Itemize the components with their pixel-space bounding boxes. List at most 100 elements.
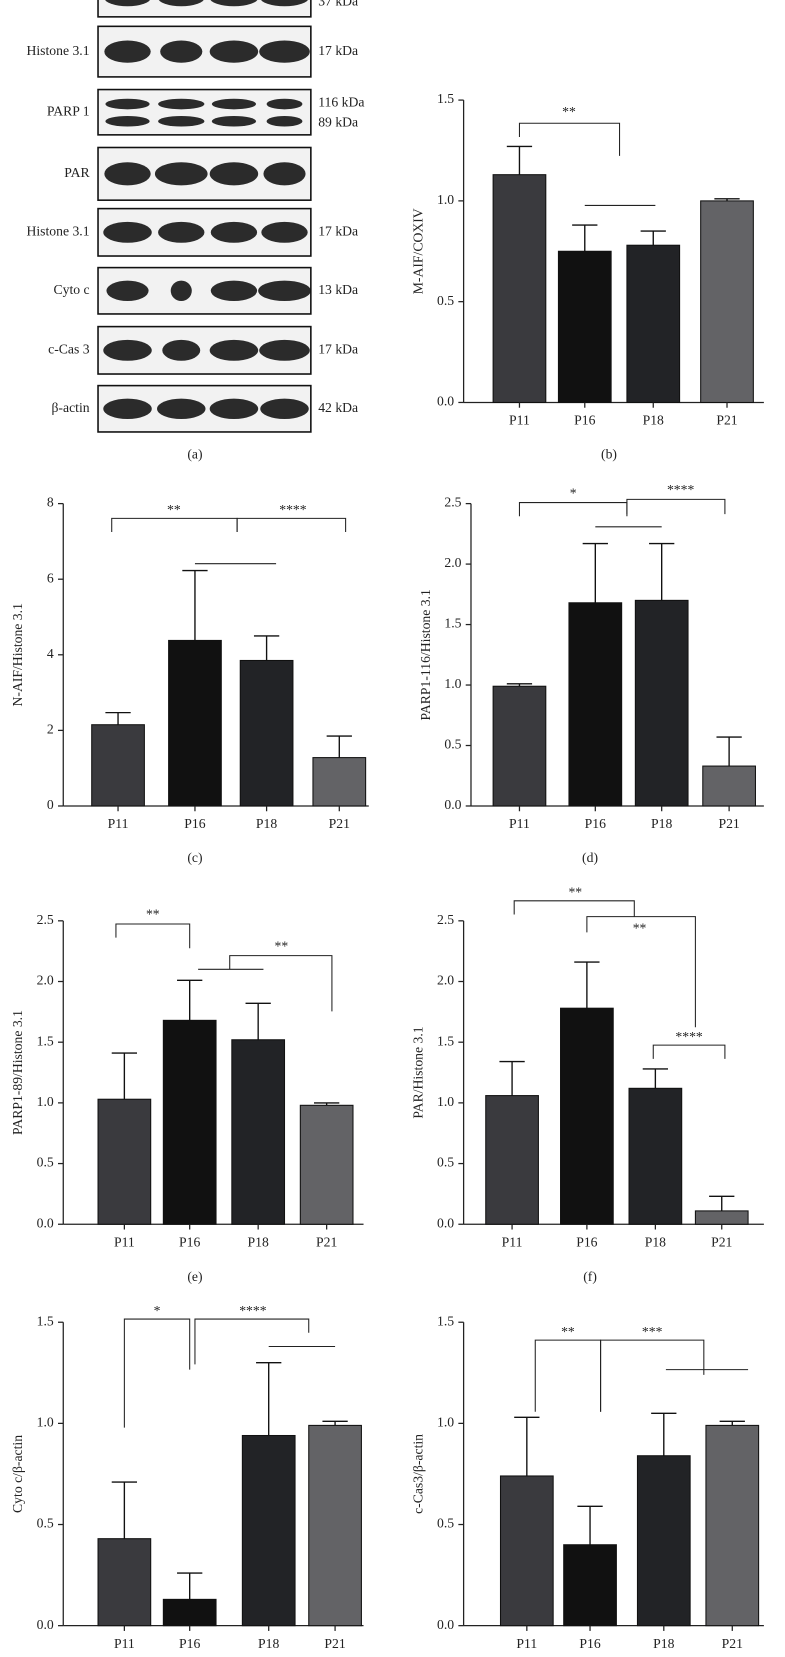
blot-kda: 89 kDa <box>318 115 358 130</box>
y-tick-label: 1.5 <box>437 1313 454 1328</box>
y-tick-label: 1.5 <box>37 1313 54 1328</box>
significance-label: *** <box>642 1324 663 1339</box>
significance-bracket <box>600 1339 705 1412</box>
y-axis-label: PARP1-89/Histone 3.1 <box>10 1010 25 1135</box>
significance-bracket <box>123 1318 191 1428</box>
error-bar <box>719 1420 745 1426</box>
x-tick-label: P16 <box>579 1636 600 1651</box>
error-bar <box>716 736 742 767</box>
blot-band <box>158 98 205 110</box>
error-bar <box>499 1060 525 1096</box>
significance-bracket <box>111 517 238 533</box>
error-bar <box>182 569 208 641</box>
y-tick-label: 0.5 <box>37 1155 54 1170</box>
bar <box>700 200 754 403</box>
y-tick-label: 2.5 <box>437 912 454 927</box>
error-bar <box>177 1572 203 1600</box>
bar <box>312 757 367 807</box>
blot-band <box>105 98 150 110</box>
blot-label: Histone 3.1 <box>26 43 89 58</box>
error-bar <box>577 1505 603 1545</box>
bar <box>702 765 756 807</box>
y-tick-label: 2.0 <box>37 973 54 988</box>
blot-kda: 37 kDa <box>318 0 358 8</box>
y-tick-label: 1.0 <box>37 1415 54 1430</box>
blot-band <box>170 280 192 301</box>
bar <box>239 659 294 807</box>
x-tick-label: P16 <box>184 816 205 831</box>
x-tick-label: P18 <box>651 816 672 831</box>
y-tick-label: 1.0 <box>437 192 454 207</box>
y-tick-label: 2.0 <box>444 555 461 570</box>
bar <box>626 244 681 403</box>
blot-label: PARP 1 <box>47 103 90 118</box>
blot-band <box>259 40 310 63</box>
significance-label: * <box>570 485 577 500</box>
y-tick-label: 0.0 <box>37 1617 54 1632</box>
error-bar <box>642 1068 669 1089</box>
bar <box>299 1104 354 1225</box>
error-bar <box>709 1195 735 1211</box>
blot-band <box>103 339 152 361</box>
y-tick-label: 0.0 <box>437 394 454 409</box>
blot-label: Cyto c <box>53 282 89 297</box>
blot-band <box>260 398 309 419</box>
panel-label: (e) <box>187 1269 202 1285</box>
bar <box>568 602 623 807</box>
x-tick-label: P16 <box>585 816 606 831</box>
significance-label: **** <box>675 1029 703 1044</box>
y-tick-label: 0.5 <box>437 1516 454 1531</box>
y-tick-label: 1.0 <box>444 676 461 691</box>
y-tick-label: 0.5 <box>444 737 461 752</box>
blot-band <box>266 98 303 110</box>
y-axis-label: PARP1-116/Histone 3.1 <box>418 589 433 720</box>
significance-label: ** <box>633 920 647 935</box>
bar <box>162 1019 217 1225</box>
blot-kda: 17 kDa <box>318 341 358 356</box>
bar <box>492 685 547 807</box>
bar <box>91 724 145 807</box>
error-bar <box>111 1481 138 1539</box>
error-bar <box>105 711 131 725</box>
x-tick-label: P18 <box>256 816 277 831</box>
y-tick-label: 6 <box>47 570 54 585</box>
bar <box>560 1007 614 1225</box>
panel-label: (c) <box>187 850 202 866</box>
significance-bracket <box>652 1044 726 1059</box>
y-axis-label: Cyto c/β-actin <box>10 1435 25 1513</box>
y-tick-label: 2 <box>47 722 54 737</box>
significance-bracket <box>534 1339 602 1412</box>
x-tick-label: P18 <box>653 1636 674 1651</box>
significance-label: **** <box>239 1303 267 1318</box>
blot-label: β-actin <box>51 400 89 415</box>
blot-kda: 13 kDa <box>318 282 358 297</box>
significance-bracket <box>236 517 347 533</box>
x-tick-label: P16 <box>179 1234 200 1249</box>
bar <box>308 1424 362 1627</box>
panel-label: (d) <box>582 850 598 866</box>
significance-bracket <box>626 498 726 515</box>
blot-band <box>106 280 149 301</box>
blot-box <box>97 88 312 136</box>
blot-kda: 17 kDa <box>318 43 358 58</box>
bar <box>628 1087 683 1225</box>
blot-band <box>209 40 259 63</box>
error-bar <box>177 979 203 1021</box>
bar <box>557 250 612 403</box>
error-bar <box>574 961 600 1009</box>
x-tick-label: P21 <box>316 1234 337 1249</box>
error-bar <box>111 1052 138 1100</box>
y-tick-label: 0.0 <box>444 797 461 812</box>
y-tick-label: 2.5 <box>444 495 461 510</box>
blot-band <box>261 221 308 243</box>
blot-band <box>210 221 258 243</box>
panel-label: (f) <box>583 1269 597 1285</box>
blot-band <box>266 115 303 127</box>
y-tick-label: 0.5 <box>437 293 454 308</box>
x-tick-label: P11 <box>509 816 530 831</box>
x-tick-label: P21 <box>722 1636 743 1651</box>
significance-label: ** <box>561 1324 575 1339</box>
y-tick-label: 2.0 <box>437 973 454 988</box>
x-tick-label: P21 <box>711 1234 732 1249</box>
significance-label: **** <box>667 482 695 497</box>
